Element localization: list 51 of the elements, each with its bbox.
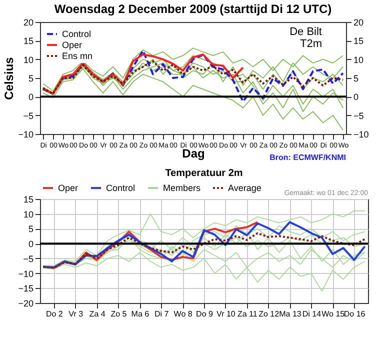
y-tick-label: 15 <box>23 36 34 46</box>
y-tick-label: 10 <box>23 54 34 65</box>
x-tick-label: Zo 5 <box>110 310 128 318</box>
y2-tick-label: 15 <box>354 36 364 46</box>
y-tick-label: −5 <box>23 110 34 121</box>
y-tick-label: 5 <box>28 224 34 234</box>
x-tick-label: Do 16 <box>344 310 366 318</box>
x-tick-label: Za 4 <box>89 310 106 318</box>
y2-tick-label: −5 <box>354 110 364 121</box>
legend-label: Control <box>62 29 92 39</box>
y-tick-label: −5 <box>23 254 34 264</box>
chart-title: Temperatuur 2m <box>165 168 243 179</box>
chart-title: Woensdag 2 December 2009 (starttijd Di 12 UTC) <box>54 2 332 16</box>
y-tick-label: −10 <box>18 268 34 279</box>
x-tick-label: Di 14 <box>302 310 322 318</box>
x-tick-label: Vr 3 <box>68 310 84 318</box>
y-tick-label: −20 <box>18 298 34 308</box>
y2-tick-label: −10 <box>354 130 369 140</box>
legend-label: Oper <box>58 183 78 193</box>
y-tick-label: 10 <box>23 209 34 220</box>
legend-label: Average <box>228 183 262 193</box>
annotation: T2m <box>300 38 322 50</box>
y-tick-label: 5 <box>28 74 34 84</box>
y2-tick-label: 5 <box>354 74 359 84</box>
x-tick-label: Ma 13 <box>279 310 302 318</box>
legend-label: Ens mn <box>62 51 93 61</box>
x-tick-label: Za 11 <box>237 310 258 318</box>
y-tick-label: 0 <box>28 92 34 102</box>
y-axis-title: Celsius <box>2 56 16 100</box>
annotation: De Bilt <box>290 26 322 38</box>
y-tick-label: 20 <box>23 18 34 28</box>
x-tick-label: Wo 15 <box>322 310 346 318</box>
legend-label: Members <box>163 183 202 193</box>
y2-tick-label: 10 <box>354 54 364 65</box>
x-tick-label: Di 7 <box>154 310 170 318</box>
legend-label: Oper <box>62 40 82 50</box>
x-tick-label: Zo 12 <box>258 310 280 318</box>
y2-tick-label: 0 <box>354 92 359 102</box>
x-tick-label: Wo 8 <box>174 310 193 318</box>
x-tick-label: Do 9 <box>196 310 214 318</box>
y-tick-label: 15 <box>23 194 34 204</box>
x-axis-title: Dag <box>182 146 205 160</box>
y-tick-label: 0 <box>28 239 34 250</box>
text: Bron: ECMWF/KNMI <box>270 153 346 162</box>
y-tick-label: −10 <box>18 130 34 140</box>
x-tick-label: Vr 10 <box>216 310 236 318</box>
y-tick-label: −15 <box>18 284 34 294</box>
legend-label: Control <box>106 183 136 193</box>
x-tick-label: Do 2 <box>46 310 64 318</box>
x-tick-label: Ma 6 <box>131 310 150 318</box>
y2-tick-label: 20 <box>354 18 364 28</box>
